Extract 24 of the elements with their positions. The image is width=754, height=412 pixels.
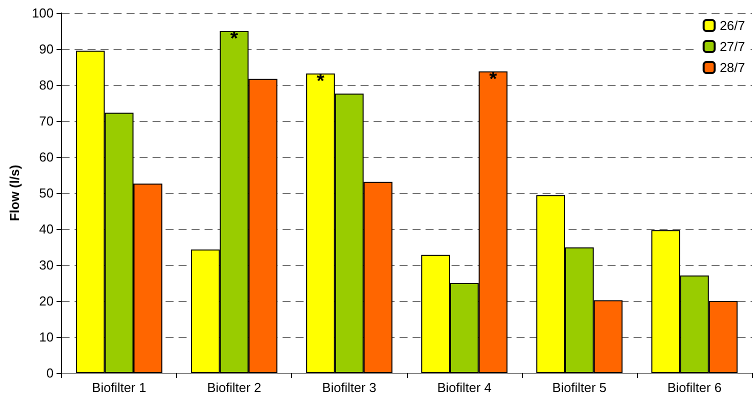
y-tick-label: 50 [39, 186, 54, 200]
y-tick-label: 60 [39, 150, 54, 164]
y-tick-label: 40 [39, 222, 54, 236]
legend-label: 26/7 [720, 18, 746, 33]
y-tick-label: 80 [39, 78, 54, 92]
y-tick-label: 20 [39, 294, 54, 308]
x-tick-label: Biofilter 5 [552, 380, 606, 395]
legend-label: 28/7 [720, 60, 746, 75]
y-tick-label: 0 [46, 366, 54, 380]
y-tick-label: 100 [32, 6, 54, 20]
y-tick-label: 90 [39, 42, 54, 56]
x-tick-label: Biofilter 6 [667, 380, 722, 395]
legend-label: 27/7 [720, 39, 746, 54]
x-tick-label: Biofilter 1 [92, 380, 146, 395]
data-label: * [230, 28, 238, 50]
y-tick-label: 70 [39, 114, 54, 128]
x-tick-label: Biofilter 3 [322, 380, 376, 395]
y-tick-label: 10 [39, 330, 54, 344]
y-tick-label: 30 [39, 258, 54, 272]
data-label: * [489, 68, 498, 90]
x-tick-label: Biofilter 4 [437, 380, 492, 395]
y-axis-title: Flow (l/s) [7, 164, 22, 222]
data-label: * [316, 70, 325, 92]
x-tick-label: Biofilter 2 [207, 380, 262, 395]
